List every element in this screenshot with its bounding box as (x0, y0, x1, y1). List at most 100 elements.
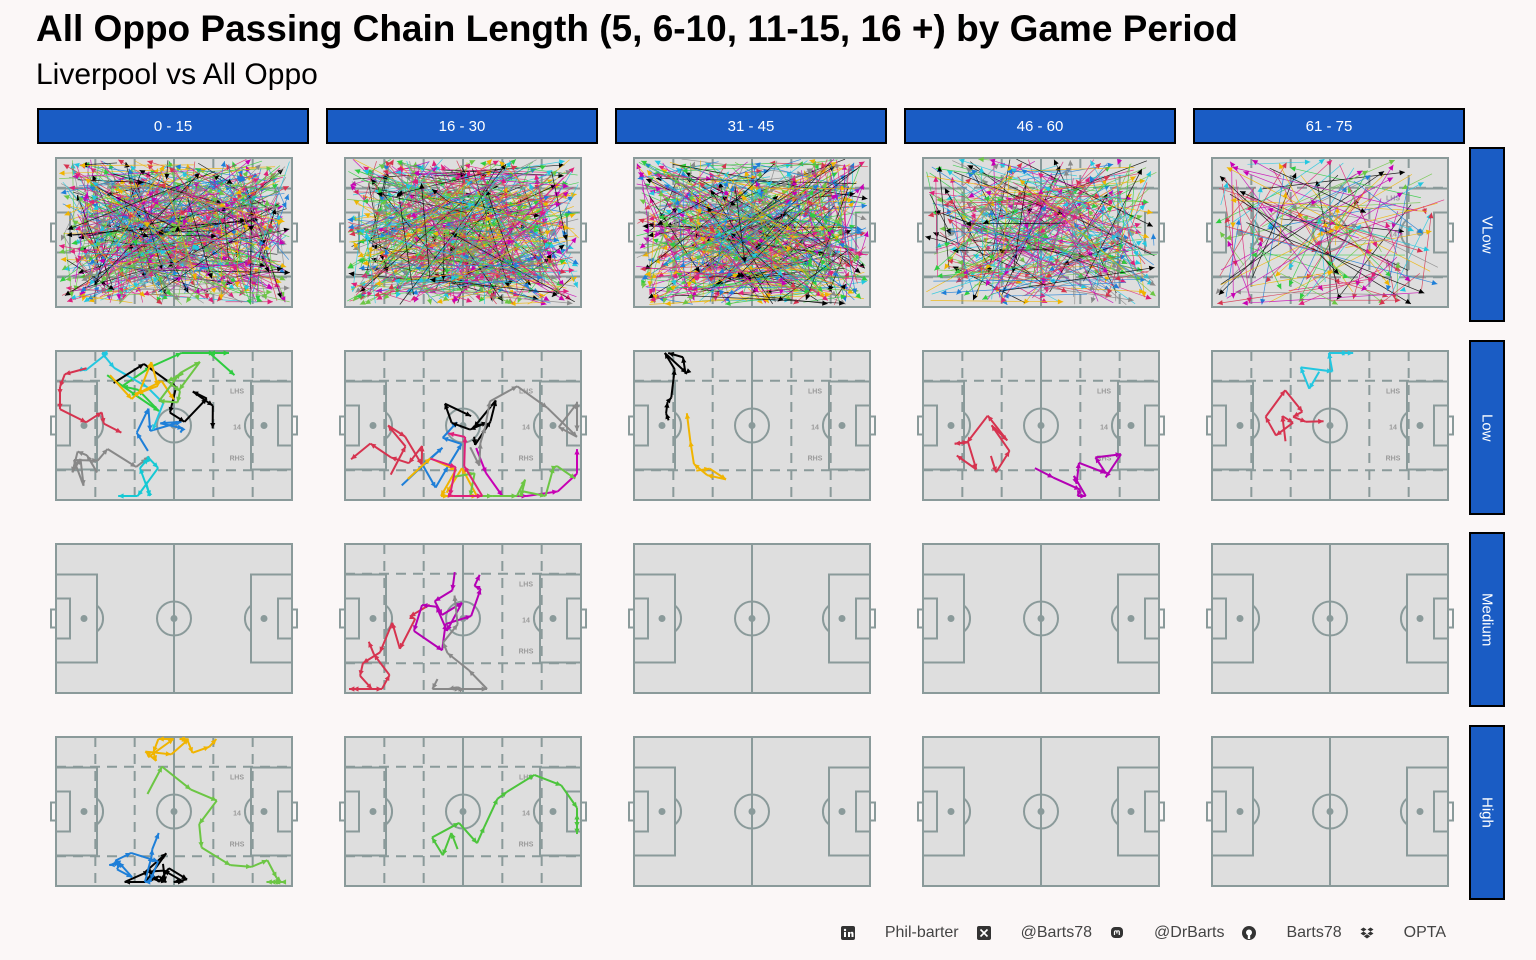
pass-arrowhead (193, 245, 200, 252)
pass-arrowhead (980, 206, 986, 212)
pass-line (65, 268, 149, 281)
pass-arrowhead (828, 285, 834, 292)
pass-arrowhead (830, 290, 837, 297)
pass-arrowhead (504, 298, 511, 304)
pass-line (793, 219, 863, 230)
pass-arrowhead (1115, 452, 1122, 458)
pass-arrowhead (1379, 299, 1386, 305)
pass-arrowhead (565, 294, 572, 300)
penalty-spot-left (658, 615, 666, 622)
pass-arrowhead (59, 244, 65, 250)
pass-arrowhead (558, 295, 565, 301)
pass-line (216, 248, 225, 288)
pass-line (351, 282, 411, 303)
pass-arrowhead (681, 357, 687, 363)
pass-line (660, 169, 682, 220)
pass-line (770, 245, 773, 281)
pass-arrowhead (985, 263, 992, 270)
pass-line (657, 239, 717, 278)
pass-arrowhead (60, 256, 67, 263)
pass-layer (925, 156, 1157, 306)
pass-line (508, 189, 548, 272)
pass-arrowhead (1139, 288, 1145, 294)
pass-arrowhead (474, 459, 480, 466)
pass-arrowhead (1265, 276, 1272, 283)
pass-line (731, 164, 841, 195)
pitch (628, 543, 876, 694)
pass-arrowhead (253, 277, 259, 283)
pass-arrowhead (652, 294, 658, 301)
pass-line (464, 164, 518, 177)
pass-layer (1215, 158, 1445, 306)
pass-arrowhead (804, 288, 810, 294)
pass-arrowhead (179, 261, 185, 268)
pass-line (935, 206, 1029, 248)
pass-arrowhead (149, 849, 155, 855)
pass-arrowhead (644, 271, 651, 277)
pass-arrowhead (152, 424, 158, 431)
pass-arrowhead (956, 288, 962, 295)
pass-arrowhead (232, 197, 239, 203)
pass-line (1247, 240, 1262, 278)
pass-line (1288, 278, 1374, 291)
pass-arrowhead (933, 176, 939, 182)
pass-line (1421, 212, 1432, 290)
pass-arrowhead (485, 189, 491, 196)
pass-arrowhead (210, 796, 217, 801)
pass-arrowhead (83, 192, 90, 199)
pass-arrowhead (426, 298, 433, 305)
pass-layer (58, 159, 290, 306)
pass-arrowhead (443, 295, 450, 301)
pass-arrowhead (1135, 240, 1142, 246)
pass-arrowhead (210, 739, 217, 745)
pass-arrowhead (359, 299, 366, 305)
pass-line (769, 162, 868, 168)
pass-line (965, 225, 1143, 271)
pass-arrowhead (1141, 291, 1147, 298)
pass-arrowhead (837, 228, 843, 235)
pass-arrowhead (188, 746, 193, 753)
pass-line (396, 168, 504, 195)
pass-line (1268, 159, 1396, 216)
pass-arrowhead (792, 179, 798, 186)
pass-line (441, 164, 514, 304)
row-strip-label: High (1478, 797, 1496, 828)
pass-arrowhead (822, 295, 829, 301)
pass-line (1299, 170, 1368, 299)
pass-line (410, 242, 488, 273)
pass-line (933, 279, 1146, 282)
pass-arrowhead (353, 295, 359, 302)
pass-arrowhead (759, 237, 765, 243)
pass-arrowhead (81, 276, 88, 281)
pass-line (687, 275, 781, 298)
pass-line (1109, 186, 1148, 247)
pass-arrowhead (73, 459, 79, 466)
pass-line (746, 267, 817, 271)
pass-arrowhead (362, 198, 369, 204)
pitch-panel (1204, 536, 1454, 696)
pass-arrowhead (1230, 293, 1236, 299)
pass-line (515, 258, 550, 283)
goal-left (917, 222, 924, 243)
pass-arrowhead (553, 237, 560, 243)
pass-arrowhead (191, 273, 197, 280)
pass-arrowhead (225, 201, 231, 208)
pass-arrowhead (1302, 215, 1309, 221)
pass-arrowhead (207, 272, 213, 279)
pass-arrowhead (431, 167, 438, 173)
pass-arrowhead (368, 275, 375, 281)
chain-pass (113, 363, 145, 384)
pass-line (393, 185, 498, 197)
pass-arrowhead (452, 624, 458, 631)
pass-arrowhead (379, 646, 385, 653)
pass-line (934, 223, 988, 271)
pass-arrowhead (754, 162, 761, 168)
pass-arrowhead (419, 183, 425, 189)
pass-arrowhead (278, 217, 285, 224)
pass-arrowhead (350, 181, 357, 187)
pass-line (363, 160, 499, 230)
centre-spot (748, 422, 756, 429)
pass-line (411, 161, 512, 290)
pass-arrowhead (1299, 417, 1306, 423)
pass-arrowhead (1417, 228, 1423, 234)
